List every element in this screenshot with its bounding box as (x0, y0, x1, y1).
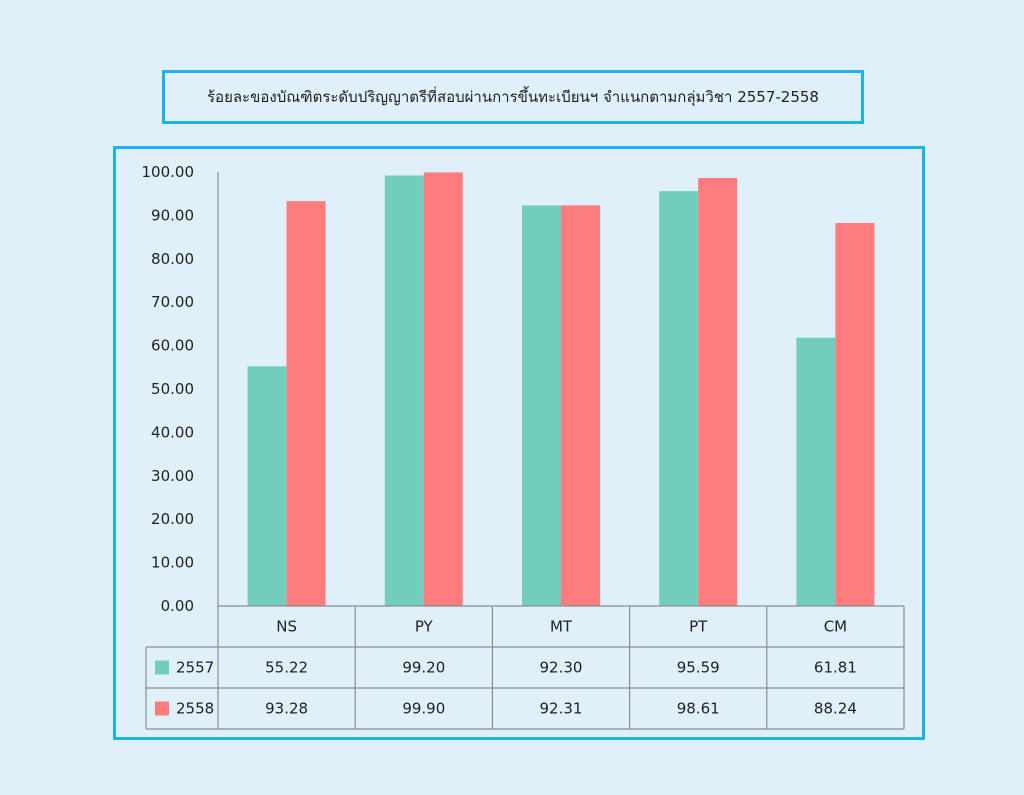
bar-2557-cm (796, 337, 836, 606)
y-tick-label: 90.00 (151, 206, 194, 224)
data-table-value: 99.20 (402, 659, 445, 677)
y-tick-label: 70.00 (151, 293, 194, 311)
y-tick-label: 50.00 (151, 380, 194, 398)
y-tick-label: 0.00 (161, 597, 194, 615)
bar-2558-mt (561, 205, 600, 606)
bar-2558-pt (698, 178, 738, 606)
data-table-value: 88.24 (814, 700, 857, 718)
legend-swatch-2558 (155, 701, 169, 716)
bar-2557-mt (522, 205, 561, 606)
data-table-value: 95.59 (677, 659, 720, 677)
legend-label: 2557 (176, 659, 214, 677)
bar-2557-py (384, 175, 424, 607)
x-category-label: NS (276, 618, 297, 636)
y-tick-label: 60.00 (151, 337, 194, 355)
bar-2558-cm (835, 223, 875, 607)
chart-title-box: ร้อยละของบัณฑิตระดับปริญญาตรีที่สอบผ่านก… (162, 70, 864, 124)
bar-2557-ns (247, 366, 287, 606)
data-table-value: 92.31 (540, 700, 583, 718)
chart-title: ร้อยละของบัณฑิตระดับปริญญาตรีที่สอบผ่านก… (207, 88, 819, 106)
bar-2558-py (423, 172, 463, 606)
legend-label: 2558 (176, 700, 214, 718)
y-tick-label: 20.00 (151, 510, 194, 528)
legend-swatch-2557 (155, 660, 169, 675)
y-tick-label: 100.00 (142, 163, 195, 181)
data-table-value: 98.61 (677, 700, 720, 718)
data-table-value: 92.30 (540, 659, 583, 677)
bar-2557-pt (659, 191, 699, 606)
y-tick-label: 30.00 (151, 467, 194, 485)
y-tick-label: 40.00 (151, 423, 194, 441)
bar-2558-ns (286, 201, 326, 606)
x-category-label: PT (689, 618, 708, 636)
y-tick-label: 10.00 (151, 554, 194, 572)
x-category-label: MT (550, 618, 573, 636)
data-table-value: 61.81 (814, 659, 857, 677)
x-category-label: PY (415, 618, 434, 636)
x-category-label: CM (824, 618, 847, 636)
data-table-value: 55.22 (265, 659, 308, 677)
data-table-value: 99.90 (402, 700, 445, 718)
data-table-value: 93.28 (265, 700, 308, 718)
y-tick-label: 80.00 (151, 250, 194, 268)
